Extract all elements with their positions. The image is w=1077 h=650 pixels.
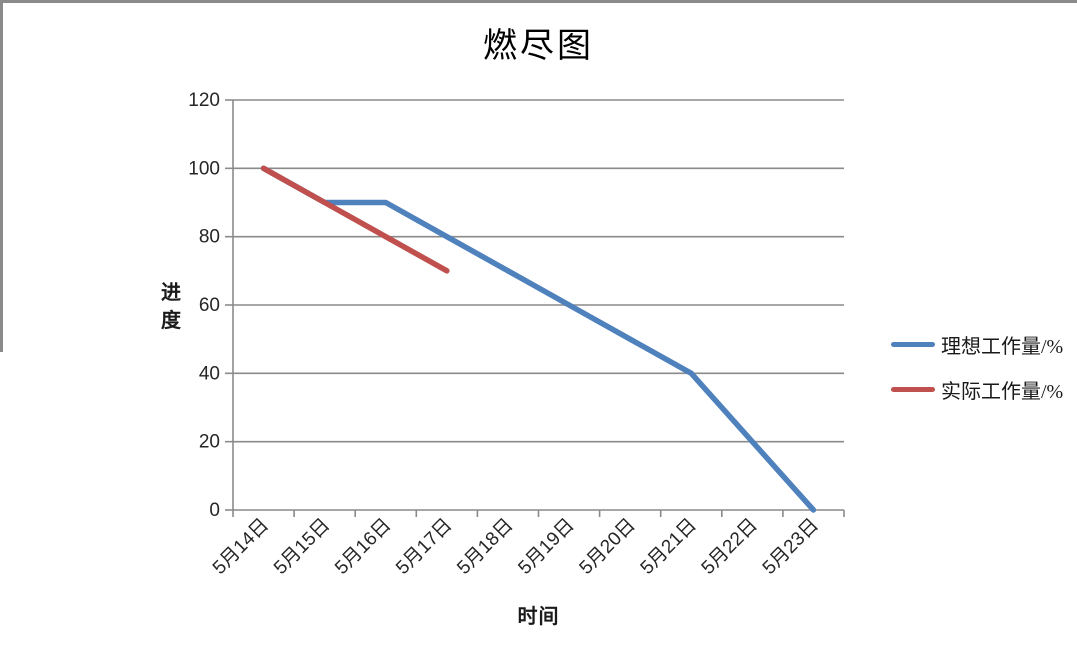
x-tick-label-6: 5月20日 [576,515,640,579]
x-tick-label-3: 5月17日 [392,515,456,579]
y-axis-title: 进度 [150,279,192,335]
y-tick-label-0: 0 [209,500,220,521]
y-tick-label-60: 60 [199,295,220,316]
y-tick-label-120: 120 [188,90,220,111]
window-border-left [0,0,3,352]
x-tick-label-2: 5月16日 [331,515,395,579]
y-axis-title-char: 度 [161,310,181,332]
actual-series-line-swatch [891,387,935,392]
legend-item-ideal: 理想工作量/% [891,330,1063,359]
series-line-ideal [260,165,817,513]
ideal-series-line-swatch [891,342,935,347]
x-tick-label-9: 5月23日 [759,515,823,579]
x-tick-label-4: 5月18日 [453,515,517,579]
y-tick-label-20: 20 [199,432,220,453]
x-tick-label-1: 5月15日 [270,515,334,579]
x-tick-label-7: 5月21日 [637,515,701,579]
y-axis-title-char: 进 [161,282,181,304]
chart-title: 燃尽图 [483,28,594,65]
x-tick-label-8: 5月22日 [698,515,762,579]
series-line-actual [260,165,450,274]
y-tick-label-80: 80 [199,227,220,248]
legend: 理想工作量/% 实际工作量/% [891,330,1063,404]
legend-item-actual: 实际工作量/% [891,375,1063,404]
y-tick-label-40: 40 [199,363,220,384]
ideal-series-label: 理想工作量/% [941,336,1064,358]
x-axis-title: 时间 [517,606,560,628]
x-tick-label-0: 5月14日 [209,515,273,579]
x-tick-label-5: 5月19日 [514,515,578,579]
y-tick-label-100: 100 [188,158,220,179]
actual-series-label: 实际工作量/% [941,381,1064,403]
window-border-top [0,0,1077,3]
